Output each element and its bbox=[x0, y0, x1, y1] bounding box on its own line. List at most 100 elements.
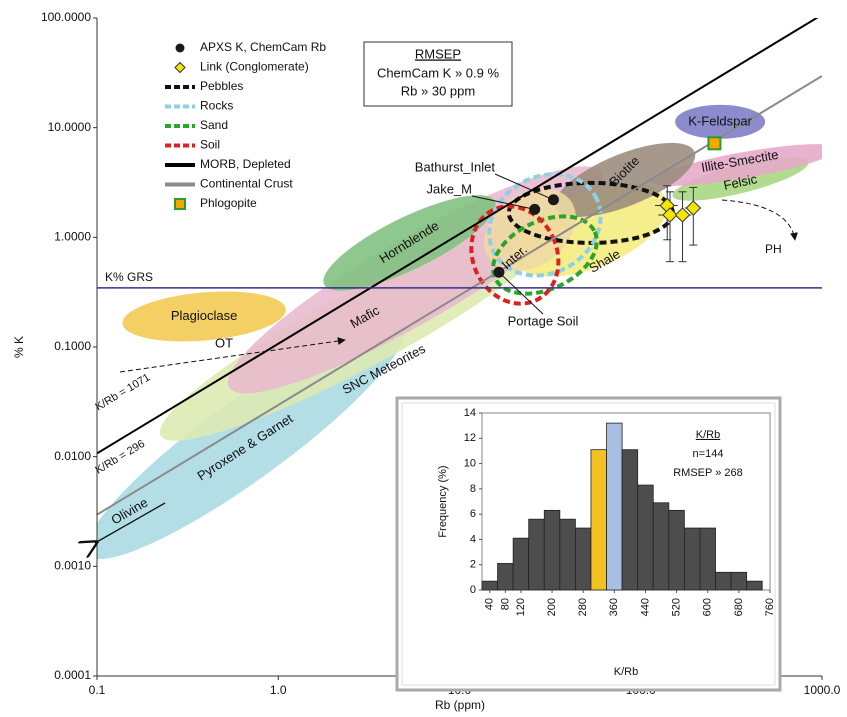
x-tick-label: 440 bbox=[639, 598, 651, 616]
bar bbox=[590, 449, 607, 591]
bar bbox=[683, 527, 701, 591]
y-tick-label: 10.0000 bbox=[48, 120, 92, 134]
y-tick-label: 12 bbox=[464, 432, 476, 444]
annotation: OT bbox=[215, 335, 233, 350]
legend-marker bbox=[174, 61, 186, 74]
region bbox=[484, 188, 576, 271]
ratio-line bbox=[97, 75, 822, 516]
x-tick-label: 680 bbox=[733, 598, 745, 616]
bar bbox=[512, 537, 530, 591]
x-tick-label: 200 bbox=[546, 598, 558, 616]
bar bbox=[715, 571, 732, 591]
rmsep-line: ChemCam K » 0.9 % bbox=[377, 65, 500, 80]
region-label: K-Feldspar bbox=[688, 113, 752, 128]
x-tick-label: 520 bbox=[671, 598, 683, 616]
ratio-line bbox=[97, 18, 819, 455]
inset-y-label: Frequency (%) bbox=[437, 465, 449, 537]
y-tick-label: 0.0010 bbox=[54, 559, 91, 573]
legend-label: Sand bbox=[200, 118, 228, 132]
x-tick-label: 760 bbox=[764, 598, 776, 616]
bar bbox=[543, 509, 561, 591]
y-tick-label: 0 bbox=[470, 584, 476, 596]
point-label: Portage Soil bbox=[508, 313, 579, 328]
point-label: Jake_M bbox=[426, 181, 472, 196]
grs-label: K% GRS bbox=[105, 270, 153, 284]
x-tick-label: 80 bbox=[499, 598, 511, 610]
y-tick-label: 14 bbox=[464, 407, 476, 419]
rmsep-line: Rb » 30 ppm bbox=[401, 83, 475, 98]
legend-item: Rocks bbox=[165, 99, 233, 113]
point-label: Bathurst_Inlet bbox=[415, 159, 496, 174]
legend-label: Pebbles bbox=[200, 79, 243, 93]
rmsep-box bbox=[363, 41, 513, 107]
x-tick-label: 0.1 bbox=[89, 683, 106, 697]
arrow bbox=[721, 199, 798, 241]
x-axis-label: Rb (ppm) bbox=[435, 698, 485, 712]
bar bbox=[652, 502, 670, 591]
x-tick-label: 600 bbox=[702, 598, 714, 616]
bar bbox=[637, 484, 654, 591]
region bbox=[323, 195, 496, 291]
legend-label: Rocks bbox=[200, 99, 233, 113]
point bbox=[685, 200, 702, 216]
legend-label: Link (Conglomerate) bbox=[200, 60, 309, 74]
legend-label: APXS K, ChemCam Rb bbox=[200, 40, 326, 54]
bar bbox=[559, 518, 576, 591]
ratio-label: K/Rb = 1071 bbox=[93, 372, 152, 414]
x-tick-label: 120 bbox=[515, 598, 527, 616]
annotation: PH bbox=[765, 242, 782, 256]
outline bbox=[487, 172, 603, 278]
x-tick-label: 1.0 bbox=[270, 683, 287, 697]
bar bbox=[746, 580, 763, 591]
legend-label: MORB, Depleted bbox=[200, 157, 291, 171]
region bbox=[675, 104, 766, 139]
inset-annotation: RMSEP » 268 bbox=[673, 467, 743, 479]
x-tick-label: 40 bbox=[484, 598, 496, 610]
arrow bbox=[119, 337, 346, 373]
inset-x-label: K/Rb bbox=[614, 666, 638, 678]
ratio-label: K/Rb = 296 bbox=[93, 438, 147, 477]
region bbox=[554, 142, 696, 217]
legend-label: Soil bbox=[200, 138, 220, 152]
leader-line bbox=[471, 195, 535, 210]
region bbox=[122, 291, 286, 342]
legend-item: Sand bbox=[165, 118, 228, 132]
legend-item: Phlogopite bbox=[174, 196, 257, 210]
legend-label: Phlogopite bbox=[200, 196, 257, 210]
y-tick-label: 1.0000 bbox=[54, 230, 91, 244]
y-tick-label: 0.0100 bbox=[54, 449, 91, 463]
bar bbox=[730, 571, 748, 591]
bar bbox=[699, 527, 716, 591]
legend-item: APXS K, ChemCam Rb bbox=[175, 40, 326, 54]
arrow bbox=[95, 502, 166, 543]
y-tick-label: 0.1000 bbox=[54, 339, 91, 353]
rmsep-title: RMSEP bbox=[415, 46, 461, 61]
bar bbox=[528, 518, 545, 591]
y-tick-label: 10 bbox=[464, 457, 476, 469]
bar bbox=[481, 580, 498, 591]
y-tick-label: 6 bbox=[470, 508, 476, 520]
y-tick-label: 0.0001 bbox=[54, 668, 91, 682]
y-tick-label: 8 bbox=[470, 483, 476, 495]
y-tick-label: 100.0000 bbox=[41, 10, 91, 24]
bar bbox=[575, 527, 592, 591]
point bbox=[662, 207, 678, 223]
legend-marker bbox=[175, 43, 185, 53]
leader-line bbox=[498, 271, 544, 315]
legend-label: Continental Crust bbox=[200, 177, 293, 191]
bar bbox=[621, 449, 639, 591]
bar bbox=[497, 563, 514, 591]
region-label: Plagioclase bbox=[171, 308, 238, 323]
region bbox=[651, 144, 822, 186]
legend-marker bbox=[174, 198, 186, 210]
legend-item: Soil bbox=[165, 138, 220, 152]
leader-line bbox=[494, 173, 554, 201]
legend-item: MORB, Depleted bbox=[165, 157, 291, 171]
outline bbox=[469, 204, 561, 306]
legend-item: Pebbles bbox=[165, 79, 243, 93]
region-label: Felsic bbox=[722, 171, 759, 193]
x-tick-label: 280 bbox=[577, 598, 589, 616]
x-tick-label: 1000.0 bbox=[804, 683, 841, 697]
inset-annotation: n=144 bbox=[693, 448, 724, 460]
